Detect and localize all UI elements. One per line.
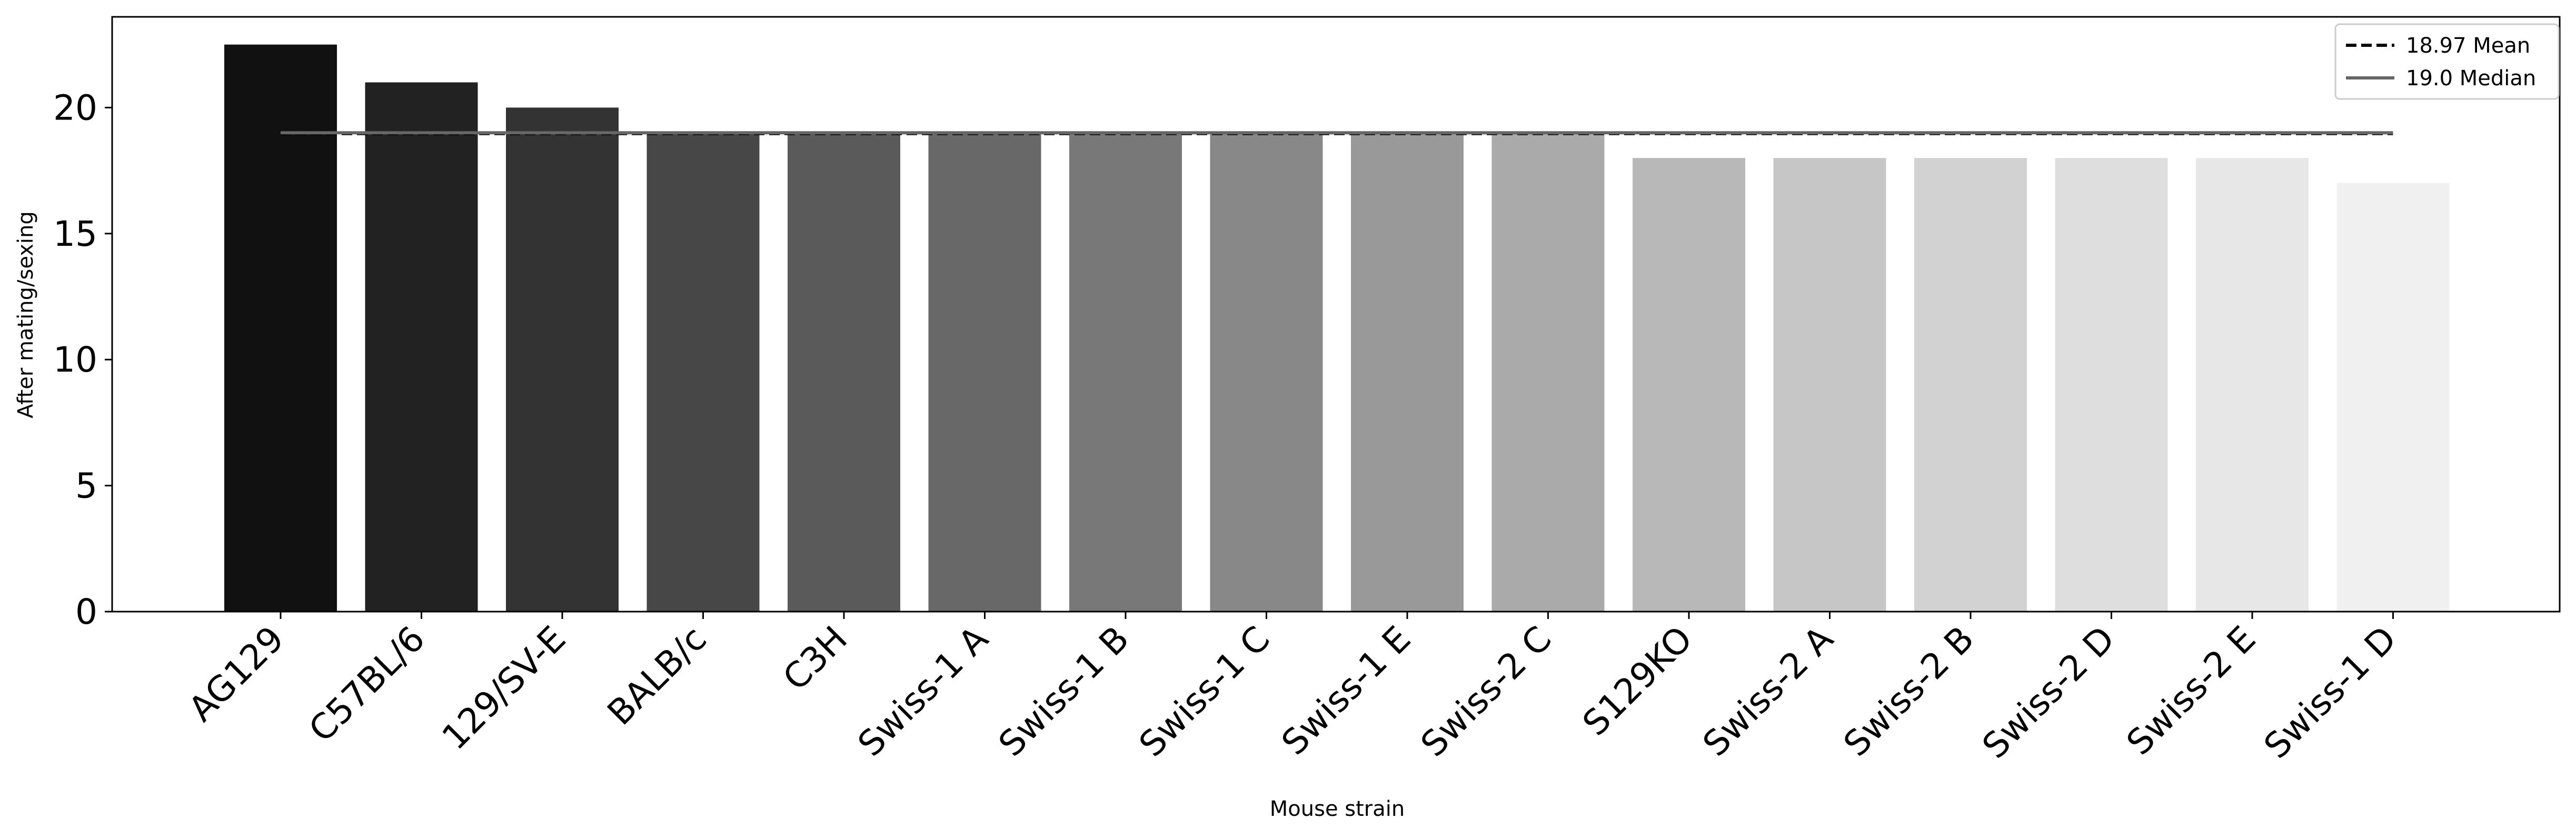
x-tick-label: Swiss-1 D: [2256, 618, 2404, 766]
legend-box: [2334, 23, 2560, 100]
bar-ag129: [224, 44, 337, 612]
x-tick-label: Swiss-2 A: [1695, 618, 1841, 764]
y-tick-label: 15: [53, 214, 97, 254]
x-tick-label: Swiss-2 D: [1975, 618, 2123, 766]
bar-swiss-2-d: [2055, 158, 2168, 612]
bar-swiss-1-d: [2336, 183, 2450, 612]
x-tick-label: BALB/c: [600, 618, 714, 733]
bar-swiss-2-a: [1773, 158, 1886, 612]
x-tick-label: Swiss-1 C: [1131, 618, 1278, 765]
x-tick-label: C57BL/6: [301, 618, 433, 750]
y-tick-label: 5: [75, 466, 97, 506]
bar-s129ko: [1633, 158, 1745, 612]
plot-frame: [111, 16, 2561, 613]
y-tick-label: 20: [53, 87, 97, 128]
y-axis-label: After mating/sexing: [14, 211, 38, 418]
y-tick-label: 0: [75, 592, 97, 632]
bar-swiss-2-e: [2196, 158, 2309, 612]
x-tick-label: C3H: [775, 618, 855, 698]
bar-swiss-1-a: [928, 133, 1041, 612]
x-tick-label: Swiss-1 E: [1274, 618, 1419, 763]
x-tick-label: Swiss-1 B: [991, 618, 1137, 764]
x-axis-label: Mouse strain: [1270, 797, 1405, 821]
x-tick-label: S129KO: [1575, 618, 1700, 744]
bar-c57bl-6: [365, 82, 478, 612]
bar-swiss-2-b: [1914, 158, 2027, 612]
x-tick-label: Swiss-2 C: [1413, 618, 1559, 765]
bars-layer: [224, 44, 2450, 612]
x-tick-label: 129/SV-E: [434, 618, 573, 757]
bar-swiss-1-b: [1069, 133, 1182, 612]
legend-mean-label: 18.97 Mean: [2406, 34, 2530, 58]
bar-swiss-1-c: [1210, 133, 1323, 612]
bar-balb-c: [647, 133, 760, 612]
legend: 18.97 Mean 19.0 Median: [2334, 23, 2560, 100]
bar-swiss-2-c: [1491, 133, 1605, 612]
y-tick-label: 10: [53, 339, 97, 380]
legend-median-label: 19.0 Median: [2406, 66, 2536, 91]
bar-swiss-1-e: [1351, 133, 1464, 612]
bar-c3h: [788, 133, 900, 612]
x-tick-label: AG129: [181, 618, 292, 730]
x-tick-label: Swiss-2 E: [2119, 618, 2264, 763]
x-tick-label: Swiss-1 A: [850, 618, 996, 764]
bar-129-sv-e: [506, 107, 619, 612]
x-tick-label: Swiss-2 B: [1836, 618, 1982, 764]
